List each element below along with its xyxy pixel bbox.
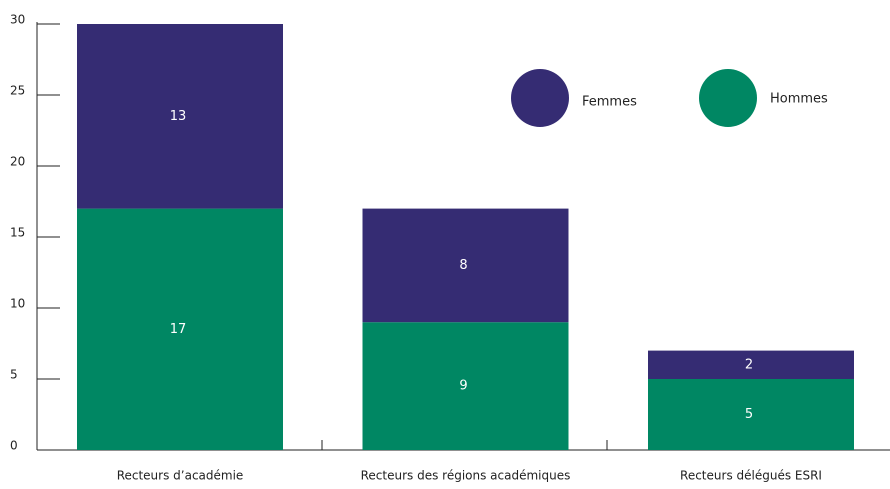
legend-label: Femmes <box>582 95 637 110</box>
y-tick-label: 20 <box>10 155 25 169</box>
x-tick-label: Recteurs des régions académiques <box>361 469 571 483</box>
y-tick-label: 25 <box>10 84 25 98</box>
value-label: 8 <box>459 258 467 273</box>
x-tick-label: Recteurs délégués ESRI <box>680 469 822 483</box>
legend-label: Hommes <box>770 92 828 107</box>
legend-swatch <box>511 69 569 127</box>
y-tick-label: 5 <box>10 368 18 382</box>
x-tick-label: Recteurs d’académie <box>117 469 244 483</box>
value-label: 2 <box>745 357 753 372</box>
y-tick-label: 10 <box>10 297 25 311</box>
value-label: 9 <box>459 379 467 394</box>
value-label: 5 <box>745 407 753 422</box>
bar-segment <box>77 208 283 450</box>
value-label: 13 <box>170 109 187 124</box>
bar-segment <box>648 350 854 379</box>
y-tick-label: 15 <box>10 226 25 240</box>
bar-segment <box>362 208 569 323</box>
value-label: 17 <box>170 322 187 337</box>
bar-segment <box>77 24 283 209</box>
bar-segment <box>362 322 569 450</box>
bar-segment <box>648 379 854 450</box>
legend-swatch <box>699 69 757 127</box>
y-tick-label: 0 <box>10 439 18 453</box>
y-tick-label: 30 <box>10 13 25 27</box>
